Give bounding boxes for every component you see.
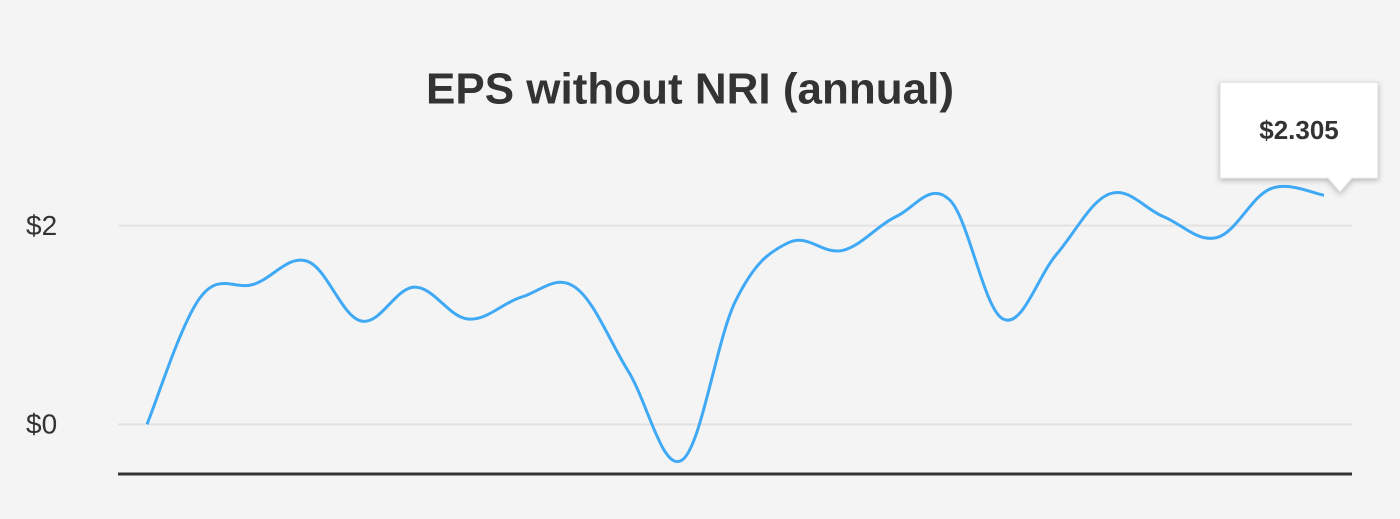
tooltip-box — [1219, 81, 1379, 194]
tooltip: $2.305 — [1219, 81, 1379, 194]
y-tick-label: $2 — [26, 210, 57, 241]
value-label: $2.305 — [1259, 115, 1339, 145]
y-tick-label: $0 — [26, 409, 57, 440]
line — [145, 184, 1325, 464]
chart-title: EPS without NRI (annual) — [426, 65, 954, 114]
